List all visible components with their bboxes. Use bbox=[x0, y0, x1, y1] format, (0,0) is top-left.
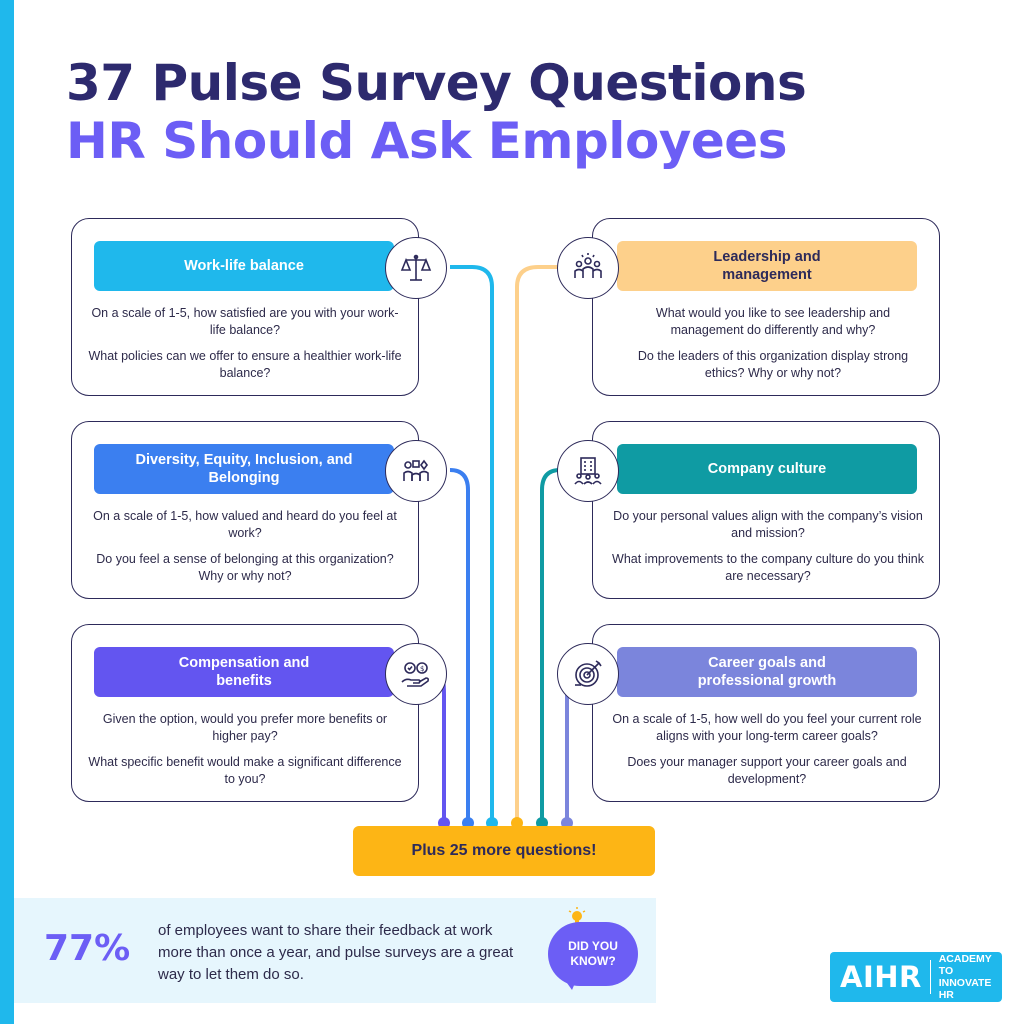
stat-callout: 77% of employees want to share their fee… bbox=[14, 898, 656, 1003]
card-header: Career goals and professional growth bbox=[617, 647, 917, 697]
card-header: Leadership and management bbox=[617, 241, 917, 291]
title-line-2: HR Should Ask Employees bbox=[66, 112, 787, 170]
question: What specific benefit would make a signi… bbox=[88, 755, 402, 786]
question: What improvements to the company culture… bbox=[612, 552, 924, 583]
question-list: On a scale of 1-5, how well do you feel … bbox=[609, 711, 925, 797]
card-leadership-management: Leadership and management What would you… bbox=[557, 218, 940, 396]
logo-divider bbox=[929, 960, 931, 994]
card-compensation-benefits: Compensation and benefits $ Given the op… bbox=[71, 624, 447, 802]
card-company-culture: Company culture Do your personal values … bbox=[557, 421, 940, 599]
logo-mark: AIHR bbox=[840, 960, 922, 994]
connector-culture bbox=[540, 468, 561, 823]
balance-scale-icon bbox=[385, 237, 447, 299]
question: Do the leaders of this organization disp… bbox=[637, 349, 909, 380]
card-career-goals: Career goals and professional growth On … bbox=[557, 624, 940, 802]
card-header: Compensation and benefits bbox=[94, 647, 394, 697]
more-questions-banner: Plus 25 more questions! bbox=[353, 826, 655, 876]
target-goal-icon bbox=[557, 643, 619, 705]
question: Do your personal values align with the c… bbox=[613, 509, 923, 540]
question-list: Do your personal values align with the c… bbox=[611, 508, 925, 594]
question: Do you feel a sense of belonging at this… bbox=[96, 552, 394, 583]
question: On a scale of 1-5, how well do you feel … bbox=[612, 712, 922, 743]
company-building-icon bbox=[557, 440, 619, 502]
card-work-life-balance: Work-life balance On a scale of 1-5, how… bbox=[71, 218, 447, 396]
did-you-know-badge: DID YOU KNOW? bbox=[548, 922, 638, 986]
card-header: Diversity, Equity, Inclusion, and Belong… bbox=[94, 444, 394, 494]
question-list: On a scale of 1-5, how valued and heard … bbox=[86, 508, 404, 594]
speech-bubble-tail bbox=[562, 976, 578, 990]
question: Does your manager support your career go… bbox=[627, 755, 907, 786]
title-line-1: 37 Pulse Survey Questions bbox=[66, 54, 807, 112]
stat-text: of employees want to share their feedbac… bbox=[158, 922, 514, 983]
team-leader-icon bbox=[557, 237, 619, 299]
logo-tagline: ACADEMY TO INNOVATE HR bbox=[938, 953, 992, 1001]
question-list: What would you like to see leadership an… bbox=[621, 305, 925, 391]
connector-leadership bbox=[515, 265, 560, 823]
stat-value: 77% bbox=[44, 928, 131, 969]
question: On a scale of 1-5, how satisfied are you… bbox=[91, 306, 399, 337]
svg-text:$: $ bbox=[420, 665, 424, 673]
connector-work-life bbox=[450, 265, 494, 823]
card-header: Company culture bbox=[617, 444, 917, 494]
question-list: Given the option, would you prefer more … bbox=[86, 711, 404, 797]
card-header: Work-life balance bbox=[94, 241, 394, 291]
question: What would you like to see leadership an… bbox=[655, 306, 891, 337]
connector-compensation bbox=[439, 673, 446, 823]
question: What policies can we offer to ensure a h… bbox=[88, 349, 402, 380]
question: Given the option, would you prefer more … bbox=[102, 712, 388, 743]
connector-deib bbox=[449, 468, 470, 823]
question: On a scale of 1-5, how valued and heard … bbox=[93, 509, 397, 540]
hand-benefits-icon: $ bbox=[385, 643, 447, 705]
left-accent-stripe bbox=[0, 0, 14, 1024]
diverse-people-icon bbox=[385, 440, 447, 502]
aihr-logo: AIHR ACADEMY TO INNOVATE HR bbox=[830, 952, 1002, 1002]
question-list: On a scale of 1-5, how satisfied are you… bbox=[86, 305, 404, 391]
card-deib: Diversity, Equity, Inclusion, and Belong… bbox=[71, 421, 447, 599]
page-title: 37 Pulse Survey Questions HR Should Ask … bbox=[66, 54, 807, 170]
